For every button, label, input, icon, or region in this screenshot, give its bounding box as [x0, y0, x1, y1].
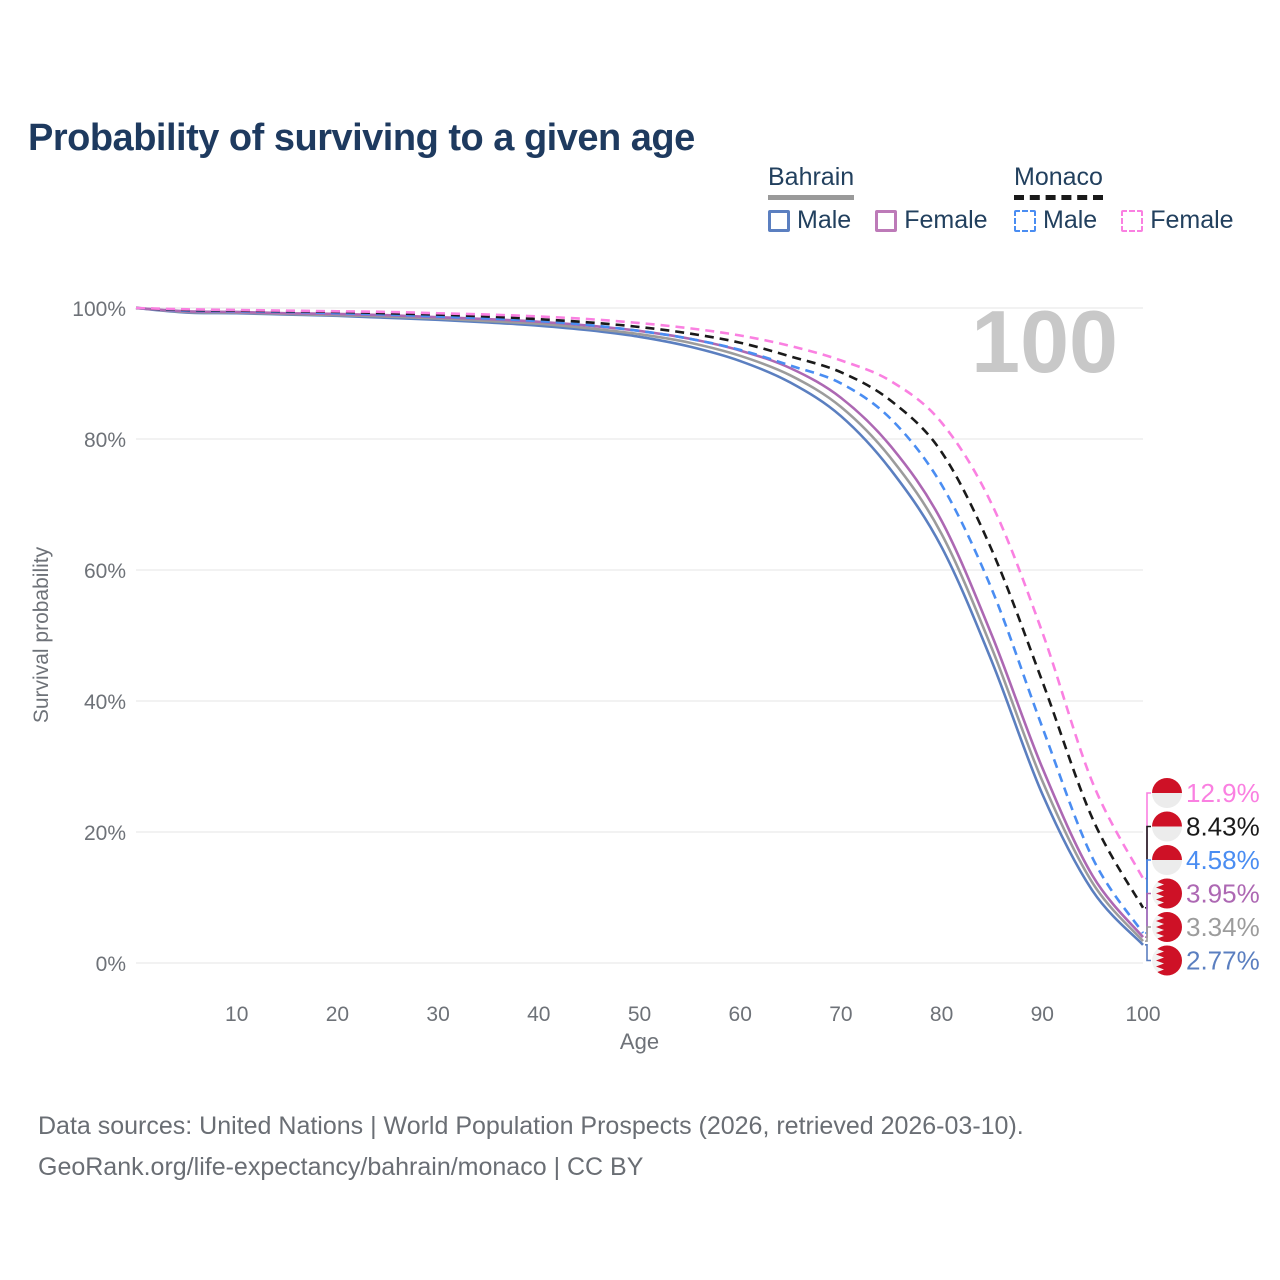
y-tick-label: 40% [84, 691, 126, 714]
bahrain-flag-icon [1152, 912, 1182, 942]
legend-title-bahrain[interactable]: Bahrain [768, 163, 855, 200]
end-label-connector [1145, 792, 1151, 880]
x-axis-title: Age [620, 1029, 659, 1054]
legend-label: Female [904, 206, 988, 234]
legend-item-monaco-male[interactable]: Male [1014, 206, 1097, 235]
curve-bahrain-male [135, 306, 1144, 946]
y-tick-label: 20% [84, 822, 126, 845]
end-label-monaco-female: 12.9% [1186, 778, 1260, 808]
end-label-monaco-both: 8.43% [1186, 812, 1260, 842]
end-label-bahrain-both: 3.34% [1186, 912, 1260, 942]
monaco-female-swatch-icon [1121, 209, 1144, 232]
legend-group-monaco: Monaco Male Female [1014, 163, 1234, 235]
footer-sources-line: Data sources: United Nations | World Pop… [38, 1112, 1024, 1140]
legend-group-bahrain: Bahrain Male Female [768, 163, 988, 235]
y-axis-title: Survival probability [30, 546, 53, 723]
bahrain-flag-icon [1152, 878, 1182, 909]
legend-label: Male [1043, 206, 1098, 234]
end-label-connector [1145, 892, 1151, 938]
bahrain-female-swatch-icon [875, 209, 898, 232]
x-tick-label: 10 [225, 1003, 248, 1026]
legend-item-bahrain-male[interactable]: Male [768, 206, 851, 235]
curve-bahrain-female [135, 306, 1145, 938]
x-tick-label: 20 [326, 1003, 349, 1026]
y-tick-label: 60% [84, 560, 126, 583]
monaco-male-swatch-icon [1014, 209, 1036, 232]
end-label-connector [1145, 926, 1151, 942]
x-tick-label: 50 [628, 1003, 651, 1026]
legend-label: Male [797, 206, 852, 234]
legend-item-monaco-female[interactable]: Female [1121, 206, 1234, 235]
end-label-connector [1145, 859, 1151, 934]
curve-monaco-female [135, 306, 1145, 880]
x-tick-label: 40 [527, 1003, 550, 1026]
y-tick-label: 0% [96, 953, 126, 976]
monaco-flag-icon [1152, 845, 1182, 875]
x-tick-label: 100 [1125, 1003, 1160, 1026]
end-label-bahrain-female: 3.95% [1186, 879, 1260, 909]
curve-monaco-male [135, 306, 1145, 934]
end-label-bahrain-male: 2.77% [1186, 946, 1260, 976]
x-tick-label: 30 [426, 1003, 449, 1026]
monaco-flag-icon [1152, 778, 1182, 808]
x-tick-label: 90 [1031, 1003, 1054, 1026]
x-tick-label: 80 [930, 1003, 953, 1026]
bahrain-flag-icon [1152, 945, 1182, 976]
curve-bahrain-both [135, 306, 1144, 942]
curve-monaco-both [135, 306, 1145, 909]
y-tick-label: 80% [84, 429, 126, 452]
end-label-connector [1145, 825, 1151, 909]
bahrain-male-swatch-icon [768, 209, 790, 232]
x-tick-label: 70 [829, 1003, 852, 1026]
footer-attribution-line[interactable]: GeoRank.org/life-expectancy/bahrain/mona… [38, 1153, 644, 1181]
watermark: 100 [971, 292, 1118, 391]
end-label-connector [1145, 944, 1151, 962]
y-tick-label: 100% [72, 298, 126, 321]
x-tick-label: 60 [729, 1003, 752, 1026]
legend-label: Female [1150, 206, 1234, 234]
end-label-monaco-male: 4.58% [1186, 845, 1260, 875]
legend-title-monaco[interactable]: Monaco [1014, 163, 1103, 200]
legend-item-bahrain-female[interactable]: Female [875, 206, 988, 235]
monaco-flag-icon [1152, 811, 1182, 842]
footer: Data sources: United Nations | World Pop… [38, 1106, 1024, 1188]
page-title: Probability of surviving to a given age [28, 117, 695, 160]
